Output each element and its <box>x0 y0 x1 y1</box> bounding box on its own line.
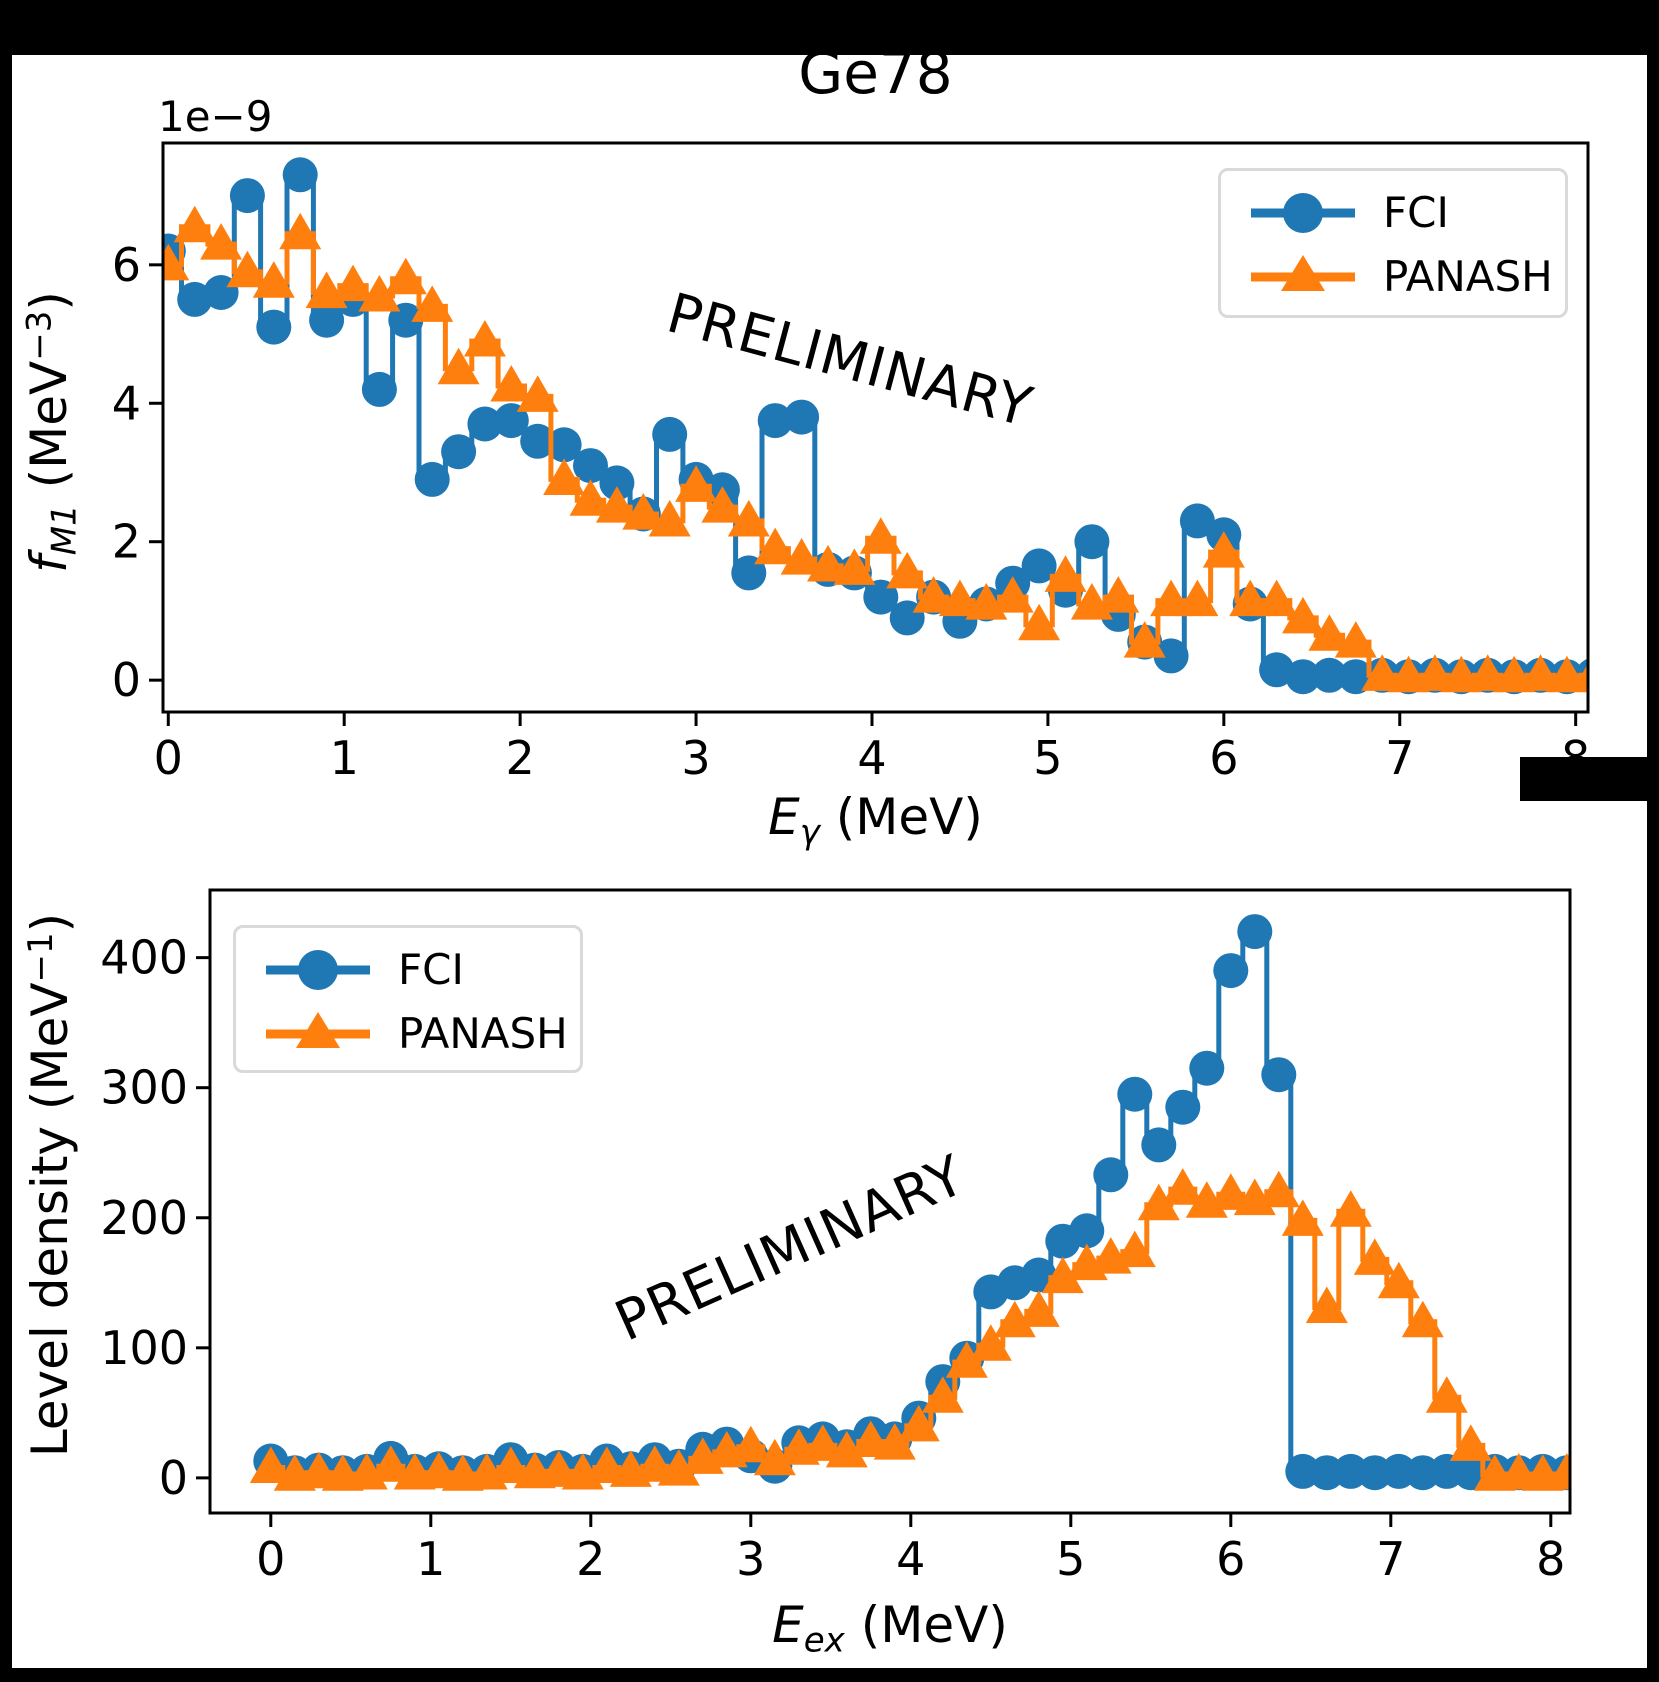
ylabel-units: (MeV <box>19 360 78 505</box>
xlabel-symbol: E <box>772 1596 804 1654</box>
legend-entry-panash: PANASH <box>258 1002 580 1066</box>
xlabel-subscript: ex <box>803 1620 845 1661</box>
xlabel-subscript: γ <box>799 812 820 853</box>
legend-entry-fci: FCI <box>258 938 580 1002</box>
legend-entry-panash: PANASH <box>1243 245 1565 309</box>
legend-label-fci: FCI <box>1383 188 1449 237</box>
ylabel-symbol: f <box>19 555 78 573</box>
legend-label-panash: PANASH <box>1383 252 1553 301</box>
chart-title: Ge78 <box>798 39 953 107</box>
fci-line-marker-swatch <box>266 950 370 990</box>
fci-line-marker-swatch <box>1251 193 1355 233</box>
ylabel-exponent: −1 <box>20 932 61 983</box>
top-x-axis-label: Eγ (MeV) <box>163 788 1588 853</box>
bottom-x-axis-label: Eex (MeV) <box>210 1596 1570 1661</box>
top-chart-legend: FCI PANASH <box>1218 168 1568 318</box>
subfigure-seam <box>1520 757 1659 801</box>
bottom-chart-legend: FCI PANASH <box>233 925 583 1073</box>
legend-label-fci: FCI <box>398 945 464 994</box>
ylabel-exponent: −3 <box>19 310 60 361</box>
panash-line-marker-swatch <box>266 1012 370 1048</box>
xlabel-units: (MeV) <box>844 1596 1008 1654</box>
bottom-y-axis-label: Level density (MeV−1) <box>21 913 79 1457</box>
ylabel-close: ) <box>19 291 78 311</box>
ylabel-text: Level density (MeV <box>21 982 80 1458</box>
ylabel-close: ) <box>21 912 80 933</box>
top-y-axis-label: fM1 (MeV−3) <box>20 291 85 573</box>
y-axis-offset-text: 1e−9 <box>158 92 273 141</box>
xlabel-units: (MeV) <box>819 788 983 846</box>
panash-line-marker-swatch <box>1251 255 1355 291</box>
legend-label-panash: PANASH <box>398 1009 568 1058</box>
legend-entry-fci: FCI <box>1243 181 1565 245</box>
xlabel-symbol: E <box>768 788 800 846</box>
ylabel-subscript: M1 <box>44 504 85 556</box>
